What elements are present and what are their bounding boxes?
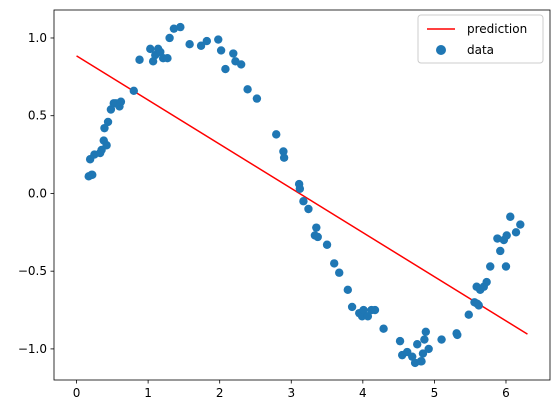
data-point [214,35,223,44]
data-point [330,259,339,268]
data-point [511,228,521,237]
data-point [216,46,226,55]
data-point [322,240,332,249]
data-point [420,335,429,344]
data-point [176,22,185,32]
legend-data-swatch [436,45,446,55]
data-point [501,262,511,271]
data-point [395,336,405,346]
data-point [312,223,321,232]
data-point [437,335,446,344]
y-tick-label: 0.0 [28,186,47,200]
data-point [299,197,308,206]
x-tick-label: 6 [502,386,510,400]
data-point [165,33,174,43]
x-tick-label: 0 [73,386,81,400]
data-point [169,24,179,33]
data-point [272,130,281,139]
legend: prediction data [417,14,544,64]
data-point [279,147,288,156]
legend-prediction-label: prediction [467,22,527,36]
data-point [304,204,313,214]
data-point [417,357,426,366]
legend-data-label: data [467,43,494,57]
data-point [295,184,305,193]
data-point [474,301,483,310]
y-tick-label: −1.0 [18,342,47,356]
y-tick-label: 0.5 [28,109,47,123]
data-point [359,305,368,315]
data-point [202,36,212,46]
data-point [196,41,206,50]
data-point [502,231,511,240]
y-tick-label: −0.5 [18,264,47,278]
x-tick-label: 2 [216,386,224,400]
data-point [482,277,491,287]
data-point [343,285,353,295]
data-point [102,141,111,150]
plot-frame [53,9,551,381]
data-point [347,302,357,312]
data-point [335,268,344,277]
x-tick-label: 1 [144,386,152,400]
data-point [243,85,252,94]
data-point [486,262,495,271]
data-point [129,86,138,96]
data-point [163,53,172,63]
data-point [135,55,144,64]
x-tick-label: 3 [287,386,295,400]
x-tick-label: 5 [431,386,439,400]
data-point [279,153,289,162]
data-point [424,344,433,354]
data-point [221,64,230,74]
data-point [103,117,113,127]
x-tick-label: 4 [359,386,367,400]
data-point [506,212,515,221]
data-point [421,327,431,337]
y-tick-label: 1.0 [28,31,47,45]
data-point [413,340,422,349]
data-point [185,40,194,49]
data-point [379,324,388,333]
data-point [252,94,262,103]
data-point [116,97,126,106]
series-layer [76,22,528,368]
data-point [313,232,322,242]
data-point [100,123,109,133]
data-point [370,305,380,315]
data-point [516,220,525,229]
data-point [453,330,462,340]
axis-layer: 0 1 2 3 4 5 6 1.0 0.5 0.0 −0.5 −1.0 [18,31,510,400]
data-point [88,170,97,179]
prediction-line [76,55,528,335]
data-point [464,310,473,319]
data-point [496,246,505,256]
legend-box [417,14,544,64]
data-point [146,44,155,54]
data-point [236,60,246,69]
data-point [363,312,373,321]
data-point [229,49,238,58]
data-point [493,234,502,243]
data-point [418,349,428,358]
